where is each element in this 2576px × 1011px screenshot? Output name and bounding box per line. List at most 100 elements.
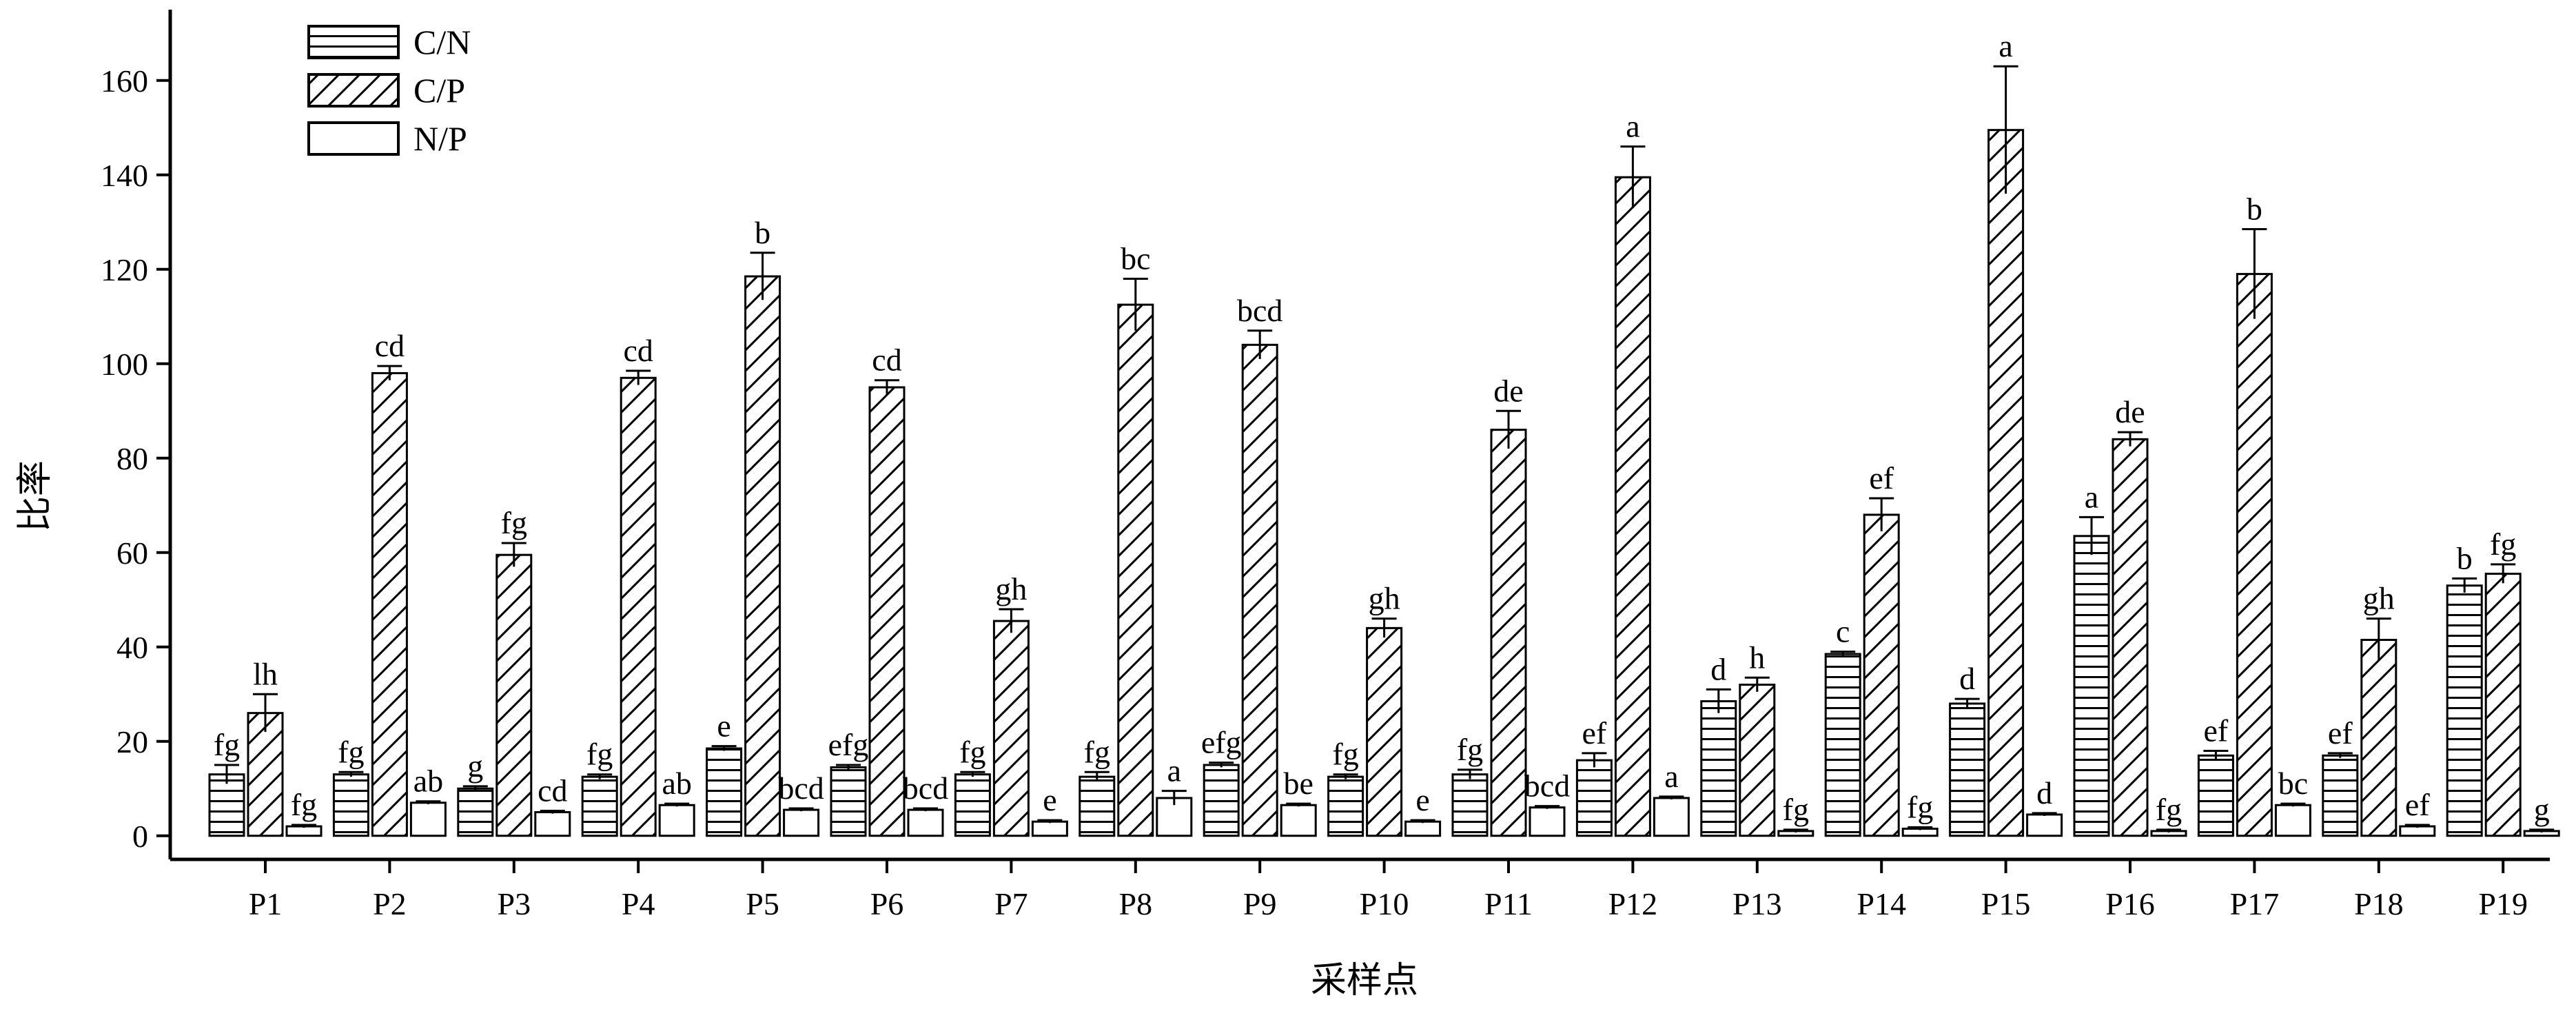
error-bar-np-p15: [2032, 812, 2057, 816]
error-bar-cp-p8: [1123, 277, 1148, 331]
sig-label-cn-p1: fg: [214, 727, 240, 762]
bar-cp-p4: [620, 376, 657, 837]
error-bar-cp-p4: [626, 369, 651, 385]
error-bar-np-p7: [1037, 819, 1063, 824]
sig-label-cp-p6: cd: [872, 343, 901, 378]
sig-label-cn-p10: fg: [1332, 737, 1358, 772]
error-bar-np-p14: [1908, 826, 1933, 830]
legend-label-cp: C/P: [413, 71, 465, 110]
error-bar-np-p6: [913, 807, 938, 812]
bar-np-p2: [409, 801, 447, 837]
x-tick-label-P8: P8: [1119, 886, 1153, 921]
error-bar-cn-p14: [1830, 651, 1856, 657]
sig-label-np-p12: a: [1664, 759, 1678, 794]
sig-label-cp-p3: fg: [501, 505, 527, 540]
bar-np-p5: [783, 808, 820, 837]
bar-cp-p14: [1863, 513, 1900, 837]
sig-label-np-p2: ab: [413, 764, 443, 799]
error-bar-cn-p5: [711, 745, 737, 751]
sig-label-cp-p10: gh: [1369, 581, 1400, 616]
bar-cn-p14: [1824, 653, 1861, 837]
x-axis-title: 采样点: [1311, 960, 1418, 1001]
sig-label-np-p11: bcd: [1524, 768, 1570, 804]
x-tick-label-P14: P14: [1857, 886, 1906, 921]
sig-label-cp-p1: lh: [253, 656, 278, 691]
x-tick-label-P10: P10: [1360, 886, 1409, 921]
sig-label-cp-p4: cd: [623, 333, 653, 368]
sig-label-cp-p14: ef: [1869, 460, 1894, 496]
bar-cp-p6: [868, 386, 906, 837]
error-bar-cn-p7: [960, 770, 985, 777]
x-tick-label-P13: P13: [1732, 886, 1782, 921]
error-bar-cp-p15: [1993, 65, 2018, 194]
sig-label-np-p17: bc: [2278, 766, 2308, 801]
sig-label-cn-p14: c: [1836, 614, 1850, 649]
x-tick-label-P11: P11: [1484, 886, 1533, 921]
bar-cp-p16: [2112, 438, 2149, 837]
x-tick-label-P17: P17: [2230, 886, 2280, 921]
bar-cn-p1: [208, 773, 245, 837]
bar-cn-p13: [1700, 700, 1737, 837]
error-bar-np-p2: [416, 800, 441, 804]
sig-label-np-p6: bcd: [903, 770, 948, 806]
error-bar-cn-p1: [214, 764, 239, 784]
bar-cp-p13: [1739, 684, 1776, 837]
bar-np-p4: [658, 804, 695, 837]
sig-label-cn-p15: d: [1959, 661, 1975, 696]
legend-label-cn: C/N: [413, 23, 471, 61]
error-bar-np-p5: [788, 807, 814, 812]
y-tick-label-100: 100: [101, 347, 148, 382]
bar-np-p11: [1529, 806, 1566, 837]
sig-label-np-p5: bcd: [778, 770, 824, 806]
error-bar-cn-p15: [1954, 697, 1980, 708]
bar-cn-p16: [2073, 535, 2110, 837]
bar-cn-p18: [2322, 754, 2359, 837]
bar-np-p17: [2274, 804, 2311, 837]
sig-label-cp-p19: fg: [2490, 527, 2516, 562]
sig-label-np-p9: be: [1283, 766, 1313, 801]
sig-label-cn-p12: ef: [1582, 715, 1607, 750]
bar-np-p12: [1653, 797, 1690, 837]
sig-label-np-p4: ab: [662, 766, 691, 801]
bar-cn-p4: [581, 775, 618, 837]
error-bar-np-p1: [292, 824, 316, 828]
error-bar-cp-p16: [2118, 431, 2143, 447]
sig-label-cp-p11: de: [1493, 373, 1523, 408]
bar-np-p7: [1031, 820, 1068, 837]
y-tick-label-80: 80: [116, 441, 148, 476]
error-bar-cn-p9: [1209, 762, 1234, 768]
x-tick-label-P6: P6: [870, 886, 904, 921]
error-bar-cn-p4: [587, 773, 613, 779]
bar-cp-p19: [2484, 573, 2522, 837]
y-tick-label-40: 40: [116, 630, 148, 665]
bar-cp-p10: [1366, 626, 1403, 837]
bar-cp-p8: [1117, 303, 1154, 837]
error-bar-cp-p12: [1620, 145, 1646, 208]
x-tick-label-P16: P16: [2105, 886, 2155, 921]
bar-cn-p8: [1079, 775, 1116, 837]
error-bar-cp-p6: [875, 379, 899, 395]
x-tick-label-P15: P15: [1981, 886, 2031, 921]
error-bar-cp-p14: [1869, 497, 1894, 531]
error-bar-cn-p18: [2327, 752, 2353, 758]
sig-label-cn-p3: g: [467, 748, 483, 784]
bar-np-p15: [2026, 813, 2063, 837]
error-bar-cp-p5: [750, 252, 775, 300]
sig-label-cn-p2: fg: [338, 734, 364, 769]
bar-cn-p3: [457, 787, 494, 837]
sig-label-cn-p6: efg: [828, 727, 869, 762]
legend-swatch-cp: [307, 73, 400, 108]
sig-label-cn-p19: b: [2457, 540, 2473, 575]
error-bar-cp-p9: [1247, 329, 1273, 359]
error-bar-cn-p12: [1582, 752, 1607, 768]
sig-label-cp-p12: a: [1626, 109, 1639, 144]
bar-cn-p5: [706, 747, 743, 837]
bar-np-p3: [534, 811, 571, 837]
error-bar-np-p8: [1161, 790, 1187, 806]
sig-label-cn-p8: fg: [1084, 734, 1110, 769]
error-bar-cn-p13: [1706, 688, 1731, 713]
bar-np-p9: [1280, 804, 1317, 837]
bar-cn-p7: [954, 773, 991, 837]
error-bar-np-p10: [1410, 819, 1435, 824]
